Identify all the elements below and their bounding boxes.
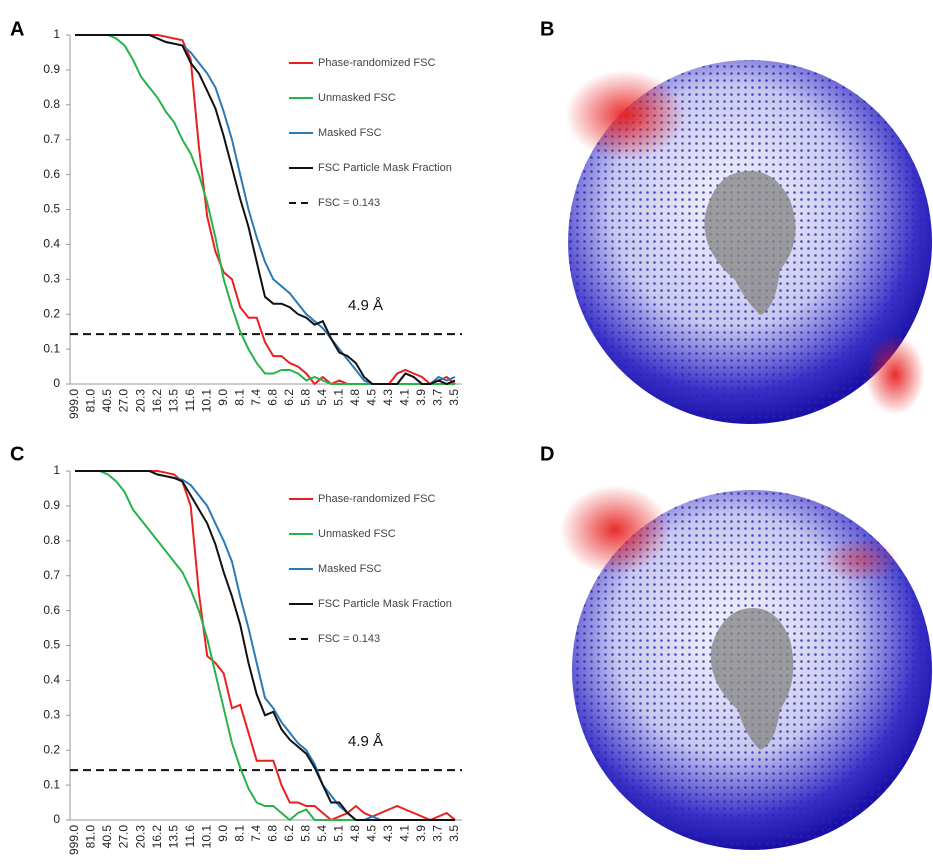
x-tick-label: 999.0: [67, 389, 81, 419]
legend-label: Masked FSC: [318, 563, 382, 575]
x-tick-label: 8.1: [232, 389, 246, 406]
fsc-line: [75, 470, 455, 822]
x-tick-label: 13.5: [166, 389, 180, 413]
legend-label: FSC Particle Mask Fraction: [318, 162, 452, 174]
x-tick-label: 4.1: [398, 825, 412, 842]
x-tick-label: 5.8: [298, 389, 312, 406]
y-tick-label: 0.2: [43, 306, 60, 320]
y-tick-label: 0.5: [43, 202, 60, 216]
fsc-line: [75, 470, 456, 822]
y-tick-label: 0.9: [43, 62, 60, 76]
x-tick-label: 10.1: [199, 389, 213, 413]
y-tick-label: 0.6: [43, 603, 60, 617]
legend-label: FSC = 0.143: [318, 633, 380, 645]
x-tick-label: 40.5: [100, 825, 114, 849]
y-tick-label: 0.7: [43, 132, 60, 146]
legend-label: Unmasked FSC: [318, 92, 396, 104]
x-tick-label: 4.8: [348, 825, 362, 842]
x-tick-label: 81.0: [84, 825, 98, 849]
x-tick-label: 11.6: [183, 825, 197, 848]
x-tick-label: 7.4: [249, 825, 263, 842]
y-tick-label: 0.8: [43, 533, 60, 547]
x-tick-label: 16.2: [150, 825, 164, 849]
x-tick-label: 3.7: [431, 389, 445, 406]
y-tick-label: 0.4: [43, 237, 60, 251]
y-tick-label: 0.4: [43, 673, 60, 687]
legend-label: FSC = 0.143: [318, 197, 380, 209]
x-tick-label: 3.9: [414, 389, 428, 406]
y-tick-label: 1: [53, 463, 60, 477]
x-tick-label: 9.0: [216, 825, 230, 842]
annotation: 4.9 Å: [348, 297, 383, 314]
x-tick-label: 40.5: [100, 389, 114, 413]
x-tick-label: 4.3: [381, 389, 395, 406]
x-tick-label: 6.2: [282, 389, 296, 406]
x-tick-label: 3.9: [414, 825, 428, 842]
fsc-line: [75, 34, 455, 385]
x-tick-label: 5.8: [298, 825, 312, 842]
x-tick-label: 10.1: [199, 825, 213, 849]
panel-label: D: [540, 443, 554, 465]
y-tick-label: 0.1: [43, 777, 60, 791]
fsc-line: [75, 34, 456, 386]
sphere-d: [560, 485, 932, 850]
x-tick-label: 5.4: [315, 825, 329, 842]
x-tick-label: 5.1: [332, 389, 346, 406]
x-tick-label: 20.3: [133, 389, 147, 413]
fsc-line: [75, 34, 456, 385]
x-tick-label: 3.5: [447, 825, 461, 842]
x-tick-label: 999.0: [67, 825, 81, 855]
x-tick-label: 7.4: [249, 389, 263, 406]
x-tick-label: 3.5: [447, 389, 461, 406]
y-tick-label: 0.1: [43, 341, 60, 355]
x-tick-label: 27.0: [117, 825, 131, 849]
legend-label: Phase-randomized FSC: [318, 57, 435, 69]
y-tick-label: 0: [53, 376, 60, 390]
fsc-line: [75, 470, 455, 821]
x-tick-label: 16.2: [150, 389, 164, 413]
x-tick-label: 6.2: [282, 825, 296, 842]
x-tick-label: 5.4: [315, 389, 329, 406]
x-tick-label: 4.5: [365, 389, 379, 406]
legend-label: Unmasked FSC: [318, 528, 396, 540]
y-tick-label: 0.5: [43, 638, 60, 652]
x-tick-label: 4.1: [398, 389, 412, 406]
fsc-line: [75, 470, 455, 821]
fsc-line: [75, 34, 456, 386]
x-tick-label: 4.8: [348, 389, 362, 406]
y-tick-label: 0.3: [43, 707, 60, 721]
y-tick-label: 0.2: [43, 742, 60, 756]
x-tick-label: 27.0: [117, 389, 131, 413]
legend-label: Masked FSC: [318, 127, 382, 139]
panel-label: A: [10, 18, 24, 40]
x-tick-label: 6.8: [265, 389, 279, 406]
x-tick-label: 13.5: [166, 825, 180, 849]
panel-label: B: [540, 18, 554, 40]
y-tick-label: 0.8: [43, 97, 60, 111]
y-tick-label: 0.7: [43, 568, 60, 582]
panel-label: C: [10, 443, 24, 465]
x-tick-label: 3.7: [431, 825, 445, 842]
x-tick-label: 11.6: [183, 389, 197, 412]
sphere-b: [565, 60, 932, 424]
y-tick-label: 0.9: [43, 498, 60, 512]
x-tick-label: 6.8: [265, 825, 279, 842]
x-tick-label: 4.5: [365, 825, 379, 842]
x-tick-label: 4.3: [381, 825, 395, 842]
legend-label: FSC Particle Mask Fraction: [318, 598, 452, 610]
x-tick-label: 5.1: [332, 825, 346, 842]
x-tick-label: 8.1: [232, 825, 246, 842]
x-tick-label: 20.3: [133, 825, 147, 849]
x-tick-label: 9.0: [216, 389, 230, 406]
x-tick-label: 81.0: [84, 389, 98, 413]
y-tick-label: 1: [53, 27, 60, 41]
annotation: 4.9 Å: [348, 733, 383, 750]
y-tick-label: 0.3: [43, 271, 60, 285]
y-tick-label: 0.6: [43, 167, 60, 181]
y-tick-label: 0: [53, 812, 60, 826]
legend-label: Phase-randomized FSC: [318, 493, 435, 505]
